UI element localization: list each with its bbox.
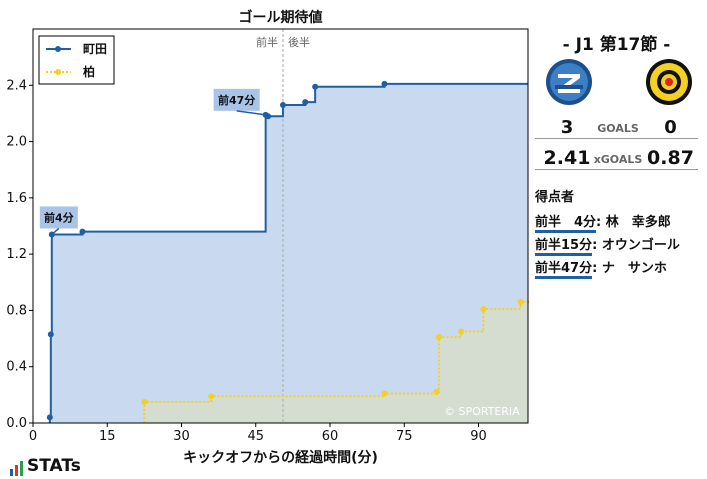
x-axis-label: キックオフからの経過時間(分) [183,450,378,466]
stats-logo: STATs [10,456,81,476]
stats-bars-icon [10,461,23,476]
scorer-name: 林 幸多郎 [605,215,671,230]
annotation-box [213,88,260,111]
y-tick-label: 1.2 [6,247,27,262]
annotation-pointer [236,110,266,116]
data-point [302,99,309,106]
away-xg: 0.87 [647,147,694,169]
annotation-label: 前4分 [44,210,74,224]
scorer-time: 前半15分 [535,238,593,256]
data-point [517,298,524,305]
xg-row: 2.41 xGOALS 0.87 [535,147,698,171]
data-point [46,414,53,421]
y-tick-label: 0.8 [6,303,27,318]
y-tick-label: 0.0 [6,416,27,431]
legend-label: 柏 [83,64,95,79]
legend-box [38,35,115,85]
goal-annotation: 前4分 [39,206,78,236]
data-point [265,113,272,120]
data-point [480,306,487,313]
round-label: - J1 第17節 - [562,35,671,55]
divider [535,138,698,139]
chart-title: ゴール期待値 [238,10,323,26]
first-half-label: 前半 [256,35,278,49]
scorer-name: ナ サンホ [601,261,667,276]
scorers-heading: 得点者 [535,190,575,205]
series-area [144,300,528,423]
stats-logo-text: STATs [27,456,81,476]
scorer-item: 前半15分: オウンゴール [535,234,680,256]
y-tick-label: 2.4 [6,78,27,93]
x-tick-label: 75 [396,429,413,444]
goals-label: GOALS [597,122,639,135]
data-point [208,393,215,400]
data-point [279,101,286,108]
goal-annotation: 前47分 [213,88,266,116]
scorer-time: 前半47分 [535,261,593,279]
scorer-item: 前半47分: ナ サンホ [535,257,667,279]
home-score: 3 [560,117,574,138]
data-point [47,331,54,338]
legend-label: 町田 [83,42,107,56]
data-point [381,80,388,87]
data-point [458,328,465,335]
scorer-item: 前半 4分: 林 幸多郎 [535,211,671,233]
xg-label: xGOALS [593,153,643,166]
x-tick-label: 90 [470,429,487,444]
x-tick-label: 45 [247,429,264,444]
goals-row: 3 GOALS 0 [535,117,698,141]
legend-marker [55,69,61,75]
second-half-label: 後半 [288,35,310,49]
data-point [433,389,440,396]
series-area [49,83,528,423]
annotation-label: 前47分 [218,93,255,107]
x-tick-label: 60 [322,429,339,444]
scorer-name: オウンゴール [601,238,680,253]
y-tick-label: 2.0 [6,135,27,150]
annotation-box [39,206,78,229]
legend-marker [55,46,61,52]
home-xg: 2.41 [543,147,591,169]
data-point [435,334,442,341]
data-point [79,228,86,235]
away-score: 0 [664,117,677,138]
scorer-time: 前半 4分 [535,215,597,233]
x-tick-label: 30 [173,429,190,444]
kashiwa-crest-icon [646,59,692,105]
x-tick-label: 15 [99,429,116,444]
credit-text: © SPORTERIA [444,405,520,418]
data-point [141,398,148,405]
data-point [312,83,319,90]
y-tick-label: 1.6 [6,191,27,206]
machida-crest-icon [546,59,592,105]
legend: 町田柏 [38,35,115,85]
plot-frame [32,28,529,424]
y-tick-label: 0.4 [6,360,27,375]
x-tick-label: 0 [29,429,37,444]
data-point [381,390,388,397]
annotation-pointer [51,227,60,236]
divider [535,169,698,170]
